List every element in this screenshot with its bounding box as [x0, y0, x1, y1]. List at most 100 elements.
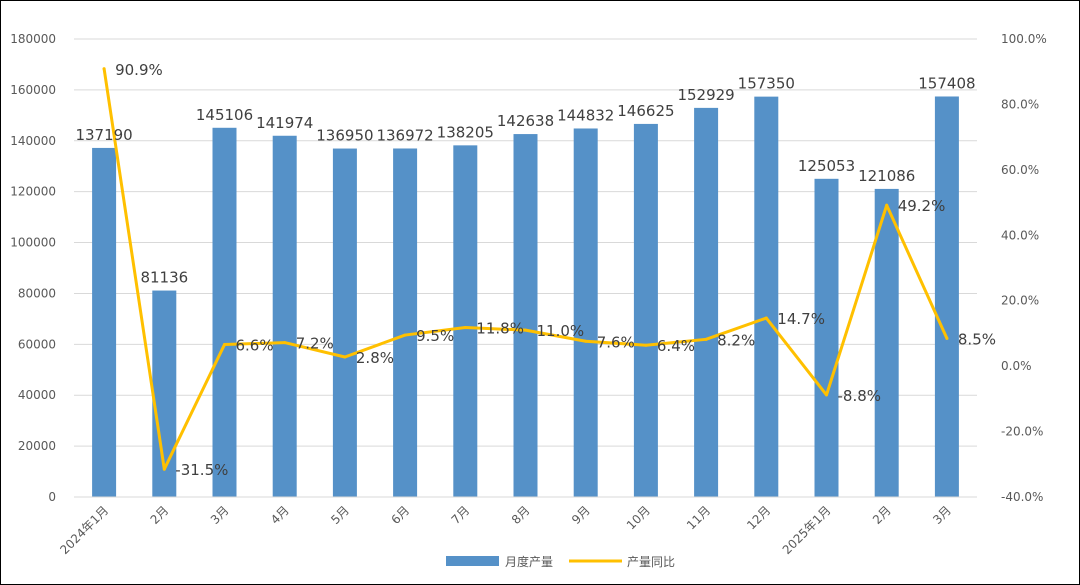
yoy-point: [584, 339, 588, 343]
bar: [92, 147, 117, 497]
bar-value-label: 125053: [798, 157, 855, 175]
bar: [513, 134, 538, 497]
left-axis-tick-label: 40000: [18, 388, 56, 402]
left-axis-tick-label: 60000: [18, 337, 56, 351]
yoy-point: [704, 337, 708, 341]
yoy-value-label: -31.5%: [175, 461, 228, 479]
yoy-point: [644, 343, 648, 347]
yoy-data-labels: 90.9% -31.5% 6.6% 7.2% 2.8% 9.5% 11.8% 11.0% 7.6…: [115, 61, 996, 479]
left-axis-tick-label: 100000: [10, 236, 56, 250]
x-axis-category-label: 2月: [148, 503, 172, 527]
right-axis-tick-label: 100.0%: [1001, 32, 1047, 46]
bar-value-label: 138205: [437, 123, 494, 141]
bar-value-label: 136972: [376, 126, 433, 144]
bar: [272, 135, 297, 497]
bar-series: [92, 96, 959, 498]
yoy-point: [102, 67, 106, 71]
bar-value-label: 121086: [858, 167, 915, 185]
bar: [573, 128, 598, 497]
x-axis-category-label: 3月: [208, 503, 232, 527]
left-axis-tick-label: 20000: [18, 439, 56, 453]
x-axis-category-label: 8月: [509, 503, 533, 527]
yoy-point: [945, 336, 949, 340]
left-axis-tick-label: 0: [48, 490, 56, 504]
bar-value-label: 137190: [75, 126, 132, 144]
right-axis-tick-label: -20.0%: [1001, 425, 1043, 439]
bar-value-label: 145106: [196, 106, 253, 124]
yoy-value-label: -8.8%: [838, 387, 882, 405]
right-axis-tick-label: 0.0%: [1001, 359, 1032, 373]
x-axis-category-label: 6月: [388, 503, 412, 527]
x-axis-category-label: 9月: [569, 503, 593, 527]
yoy-value-label: 14.7%: [777, 310, 825, 328]
yoy-value-label: 49.2%: [898, 197, 946, 215]
bar: [212, 127, 237, 498]
x-axis: 2024年1月 2月 3月 4月 5月 6月 7月 8月 9月 10月 11月 12月 2025年1月 2…: [57, 496, 977, 557]
bar: [934, 96, 959, 498]
yoy-point: [343, 355, 347, 359]
bar: [393, 148, 418, 497]
bar-value-label: 81136: [140, 269, 188, 287]
right-axis-tick-label: 60.0%: [1001, 163, 1039, 177]
yoy-point: [223, 343, 226, 347]
yoy-value-label: 7.2%: [296, 335, 334, 353]
bar-value-label: 136950: [316, 127, 373, 145]
yoy-point: [885, 203, 889, 207]
x-axis-category-label: 2025年1月: [780, 503, 834, 557]
left-axis-tick-label: 140000: [10, 134, 56, 148]
bar-value-label: 144832: [557, 106, 614, 124]
x-axis-category-label: 7月: [449, 503, 473, 527]
right-axis-tick-label: -40.0%: [1001, 490, 1043, 504]
yoy-point: [524, 328, 527, 332]
yoy-line-series: [102, 67, 949, 471]
legend-line-label: 产量同比: [627, 555, 675, 569]
bar-value-label: 152929: [677, 86, 734, 104]
bar-value-label: 146625: [617, 102, 674, 120]
bar: [874, 188, 899, 498]
yoy-value-label: 6.4%: [657, 337, 695, 355]
yoy-value-label: 11.0%: [537, 322, 585, 340]
right-axis-tick-label: 40.0%: [1001, 228, 1039, 242]
x-axis-category-label: 4月: [268, 503, 292, 527]
bar: [633, 123, 658, 497]
left-axis-tick-label: 180000: [10, 32, 56, 46]
bar: [453, 145, 478, 497]
yoy-point: [764, 316, 768, 320]
yoy-point: [162, 467, 166, 471]
legend: 月度产量 产量同比: [446, 554, 675, 569]
right-axis-tick-label: 80.0%: [1001, 97, 1039, 111]
x-axis-category-label: 10月: [624, 503, 653, 532]
yoy-value-label: 2.8%: [356, 349, 394, 367]
x-axis-category-label: 5月: [328, 503, 352, 527]
left-y-axis: 0 20000 40000 60000 80000 100000 120000 140000 1…: [10, 32, 56, 504]
x-axis-category-label: 11月: [684, 503, 713, 532]
yoy-value-label: 7.6%: [597, 333, 635, 351]
yoy-point: [283, 341, 287, 345]
bar: [814, 178, 839, 498]
yoy-value-label: 9.5%: [416, 327, 454, 345]
left-axis-tick-label: 120000: [10, 185, 56, 199]
yoy-point: [463, 326, 467, 330]
legend-bar-label: 月度产量: [505, 554, 553, 569]
right-y-axis: -40.0% -20.0% 0.0% 20.0% 40.0% 60.0% 80.0% 100.…: [1001, 32, 1047, 504]
bar-value-label: 141974: [256, 114, 313, 132]
yoy-value-label: 90.9%: [115, 61, 163, 79]
bar: [332, 148, 357, 497]
right-axis-tick-label: 20.0%: [1001, 294, 1039, 308]
left-axis-tick-label: 160000: [10, 83, 56, 97]
yoy-value-label: 11.8%: [476, 320, 524, 338]
x-axis-category-label: 12月: [744, 503, 773, 532]
legend-bar-swatch: [446, 556, 499, 566]
yoy-value-label: 8.2%: [717, 331, 755, 349]
bar-value-label: 157350: [738, 75, 795, 93]
yoy-point: [403, 333, 407, 337]
left-axis-tick-label: 80000: [18, 286, 56, 300]
yoy-point: [825, 393, 828, 397]
x-axis-category-label: 3月: [930, 503, 954, 527]
bar-value-label: 157408: [918, 74, 975, 92]
bar: [754, 96, 779, 498]
yoy-value-label: 6.6%: [236, 337, 274, 355]
